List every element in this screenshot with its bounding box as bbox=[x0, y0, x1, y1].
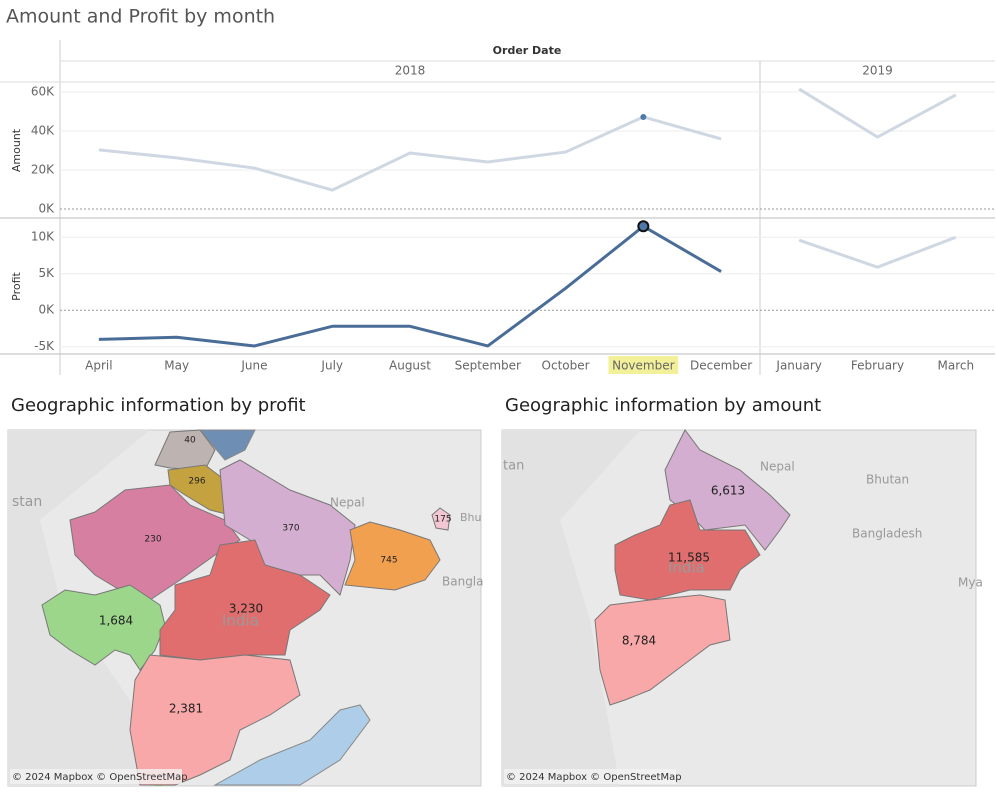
map-region bbox=[159, 539, 331, 661]
data-label: 11,585 bbox=[668, 551, 710, 565]
data-label: 296 bbox=[188, 477, 205, 487]
place-label: Mya bbox=[958, 576, 983, 590]
data-label: 370 bbox=[282, 524, 299, 534]
data-label: 6,613 bbox=[711, 484, 745, 498]
x-axis-title: Order Date bbox=[493, 44, 562, 57]
data-line bbox=[798, 87, 957, 139]
map-title: Geographic information by profit bbox=[11, 395, 306, 416]
y-tick-label: 0K bbox=[38, 303, 55, 317]
x-tick-label: April bbox=[85, 359, 112, 373]
place-label: tan bbox=[503, 459, 524, 474]
y-tick-label: 5K bbox=[38, 266, 55, 280]
map-region bbox=[614, 499, 761, 601]
x-tick-label: March bbox=[938, 359, 975, 373]
y-tick-label: 20K bbox=[31, 163, 55, 177]
map-region bbox=[219, 459, 356, 596]
place-label: stan bbox=[12, 494, 42, 510]
x-tick-label: July bbox=[320, 359, 343, 373]
map-region bbox=[344, 521, 441, 591]
map-title: Geographic information by amount bbox=[505, 395, 821, 416]
dashboard-title: Amount and Profit by month bbox=[6, 6, 275, 28]
y-tick-label: 40K bbox=[31, 123, 55, 137]
map-region bbox=[198, 429, 256, 461]
data-label: 1,684 bbox=[99, 614, 133, 628]
data-line bbox=[98, 115, 722, 192]
y-axis-title: Profit bbox=[10, 271, 23, 300]
place-label: India bbox=[668, 559, 705, 577]
map-land bbox=[502, 430, 640, 786]
selected-point bbox=[637, 220, 650, 233]
data-label: 40 bbox=[184, 436, 196, 446]
x-tick-label: January bbox=[775, 359, 822, 373]
map-region bbox=[154, 429, 216, 471]
data-label: 745 bbox=[380, 556, 397, 566]
y-tick-label: 10K bbox=[31, 230, 55, 244]
y-tick-label: -5K bbox=[34, 339, 55, 353]
place-label: Bangladesh bbox=[852, 527, 922, 541]
data-line bbox=[98, 224, 722, 348]
data-label: 175 bbox=[434, 515, 451, 525]
map-attribution: © 2024 Mapbox © OpenStreetMap bbox=[506, 772, 682, 783]
data-label: 230 bbox=[144, 535, 161, 545]
attribution-bg bbox=[10, 769, 182, 784]
selection-highlight bbox=[608, 356, 679, 374]
x-group-label: 2018 bbox=[395, 64, 426, 78]
x-group-label: 2019 bbox=[862, 64, 893, 78]
x-tick-label: December bbox=[690, 359, 752, 373]
data-line bbox=[798, 235, 957, 269]
x-tick-label: October bbox=[542, 359, 590, 373]
selected-point bbox=[640, 113, 647, 120]
data-label: 2,381 bbox=[169, 702, 203, 716]
x-tick-label: September bbox=[455, 359, 521, 373]
map-region bbox=[129, 654, 301, 786]
map-region bbox=[594, 594, 731, 706]
x-tick-label: June bbox=[240, 359, 267, 373]
map-region bbox=[213, 704, 371, 786]
place-label: Bhu bbox=[460, 511, 482, 524]
data-label: 3,230 bbox=[229, 602, 263, 616]
y-axis-title: Amount bbox=[10, 128, 23, 172]
map-region bbox=[167, 464, 231, 516]
x-tick-label: November bbox=[612, 359, 674, 373]
x-tick-label: February bbox=[851, 359, 904, 373]
map-attribution: © 2024 Mapbox © OpenStreetMap bbox=[12, 772, 188, 783]
y-tick-label: 0K bbox=[38, 202, 55, 216]
place-label: Bhutan bbox=[866, 473, 909, 487]
x-tick-label: August bbox=[389, 359, 431, 373]
map-land bbox=[8, 430, 150, 786]
place-label: India bbox=[222, 612, 259, 630]
place-label: Nepal bbox=[330, 496, 365, 510]
map-region bbox=[431, 507, 451, 531]
place-label: Nepal bbox=[760, 460, 795, 474]
place-label: Bangla bbox=[442, 575, 484, 589]
x-tick-label: May bbox=[164, 359, 189, 373]
y-tick-label: 60K bbox=[31, 84, 55, 98]
attribution-bg bbox=[504, 769, 676, 784]
data-label: 8,784 bbox=[622, 634, 656, 648]
